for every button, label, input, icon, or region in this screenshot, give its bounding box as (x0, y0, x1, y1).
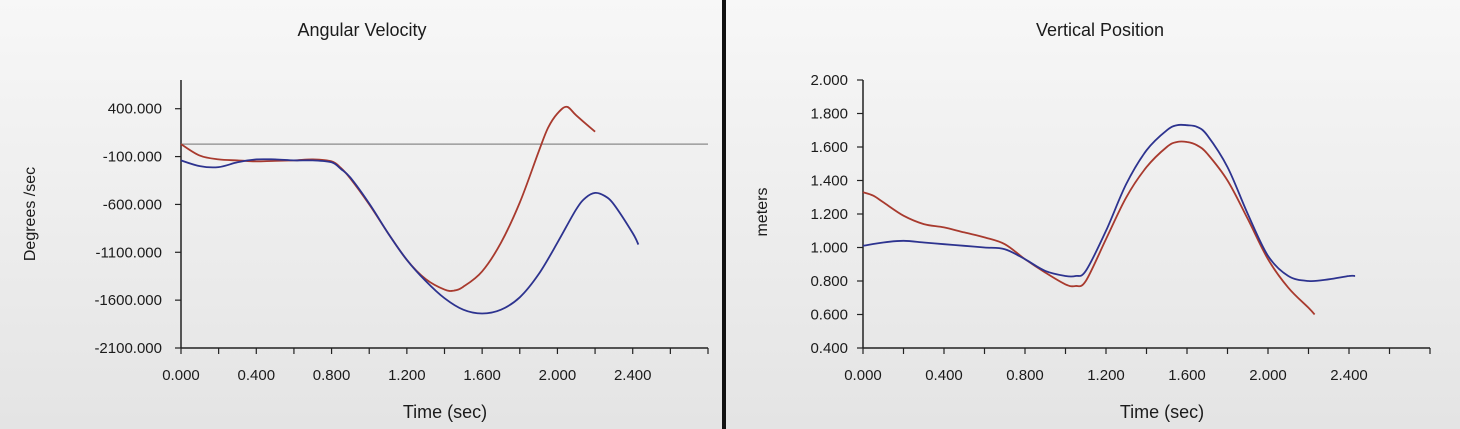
y-tick-label: 1.200 (810, 206, 848, 223)
x-tick-label: 0.000 (162, 367, 200, 384)
y-tick-label: -2100.000 (94, 340, 162, 357)
y-tick-label: -1600.000 (94, 292, 162, 309)
x-tick-label: 2.000 (539, 367, 577, 384)
vertical-position-chart: Vertical Position Time (sec) meters 2.00… (754, 20, 1431, 422)
series-line-2 (180, 158, 640, 315)
x-tick-label: 1.200 (388, 367, 426, 384)
x-tick-label: 0.000 (844, 367, 882, 384)
series-line-1 (862, 140, 1316, 316)
x-tick-label: 0.400 (925, 367, 963, 384)
y-tick-label: 1.800 (810, 106, 848, 123)
chart-title: Vertical Position (1036, 20, 1164, 40)
y-tick-label: 2.000 (810, 72, 848, 89)
x-tick-label: 1.200 (1087, 367, 1125, 384)
y-axis-label: Degrees /sec (22, 167, 39, 261)
y-tick-label: 0.400 (810, 340, 848, 357)
panel-divider (722, 0, 726, 429)
y-tick-label: 0.600 (810, 307, 848, 324)
x-tick-label: 1.600 (1168, 367, 1206, 384)
x-tick-label: 0.400 (238, 367, 276, 384)
y-tick-label: 1.400 (810, 173, 848, 190)
x-axis-label: Time (sec) (403, 402, 487, 422)
angular-velocity-chart: Angular Velocity Time (sec) Degrees /sec… (22, 20, 709, 422)
x-axis-label: Time (sec) (1120, 402, 1204, 422)
x-tick-label: 0.800 (313, 367, 351, 384)
x-tick-label: 2.400 (614, 367, 652, 384)
chart-title: Angular Velocity (297, 20, 426, 40)
y-tick-label: -600.000 (103, 196, 162, 213)
y-axis-label: meters (754, 188, 771, 237)
y-tick-label: 0.800 (810, 273, 848, 290)
series-line-2 (862, 123, 1356, 283)
x-tick-label: 2.400 (1330, 367, 1368, 384)
x-tick-label: 2.000 (1249, 367, 1287, 384)
y-tick-label: 1.000 (810, 240, 848, 257)
series-line-1 (180, 105, 596, 292)
y-tick-label: -1100.000 (96, 244, 162, 261)
y-tick-label: -100.000 (103, 149, 162, 166)
y-tick-label: 400.000 (108, 101, 162, 118)
x-tick-label: 1.600 (463, 367, 501, 384)
y-tick-label: 1.600 (810, 139, 848, 156)
x-tick-label: 0.800 (1006, 367, 1044, 384)
